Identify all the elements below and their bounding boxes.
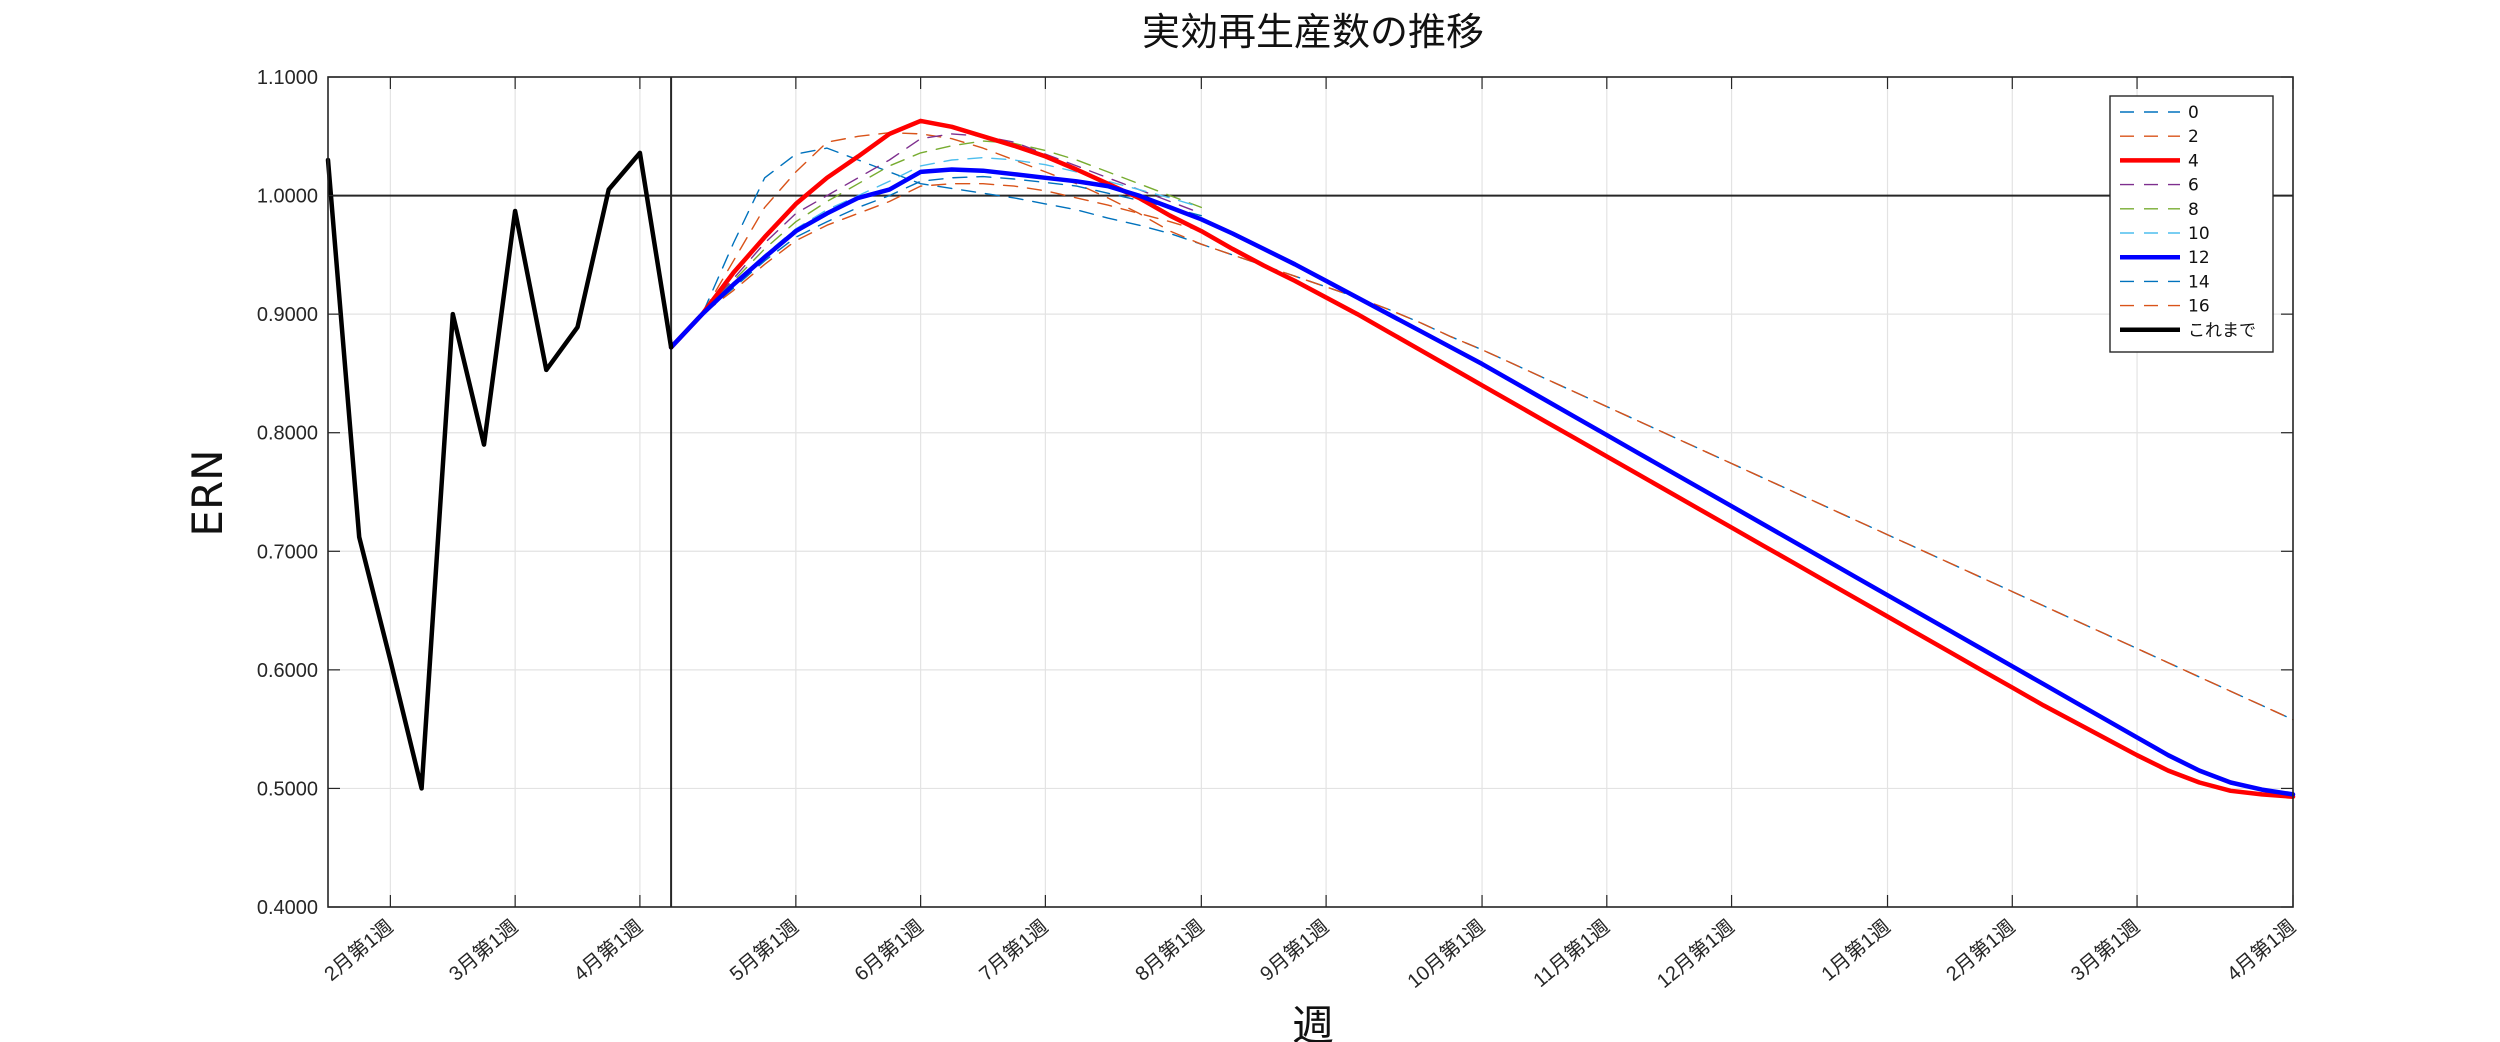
y-tick-labels: 0.4000 0.5000 0.6000 0.7000 0.8000 0.9000 1.00… (257, 67, 318, 919)
series-lines (325, 118, 2296, 799)
series-line-16 (670, 182, 1203, 348)
grid-lines (328, 76, 2294, 908)
y-tick-label: 0.9000 (257, 304, 318, 326)
x-tick-label: 9月第1週 (1256, 915, 1334, 985)
y-tick-label: 0.8000 (257, 423, 318, 445)
legend-label: 12 (2188, 248, 2210, 268)
x-tick-labels: 2月第1週 3月第1週 4月第1週 5月第1週 6月第1週 7月第1週 8月第1週 9月第1週… (320, 915, 2300, 993)
y-tick-label: 1.0000 (257, 186, 318, 208)
x-tick-label: 3月第1週 (445, 915, 523, 985)
x-tick-label: 2月第1週 (320, 915, 398, 985)
y-axis-label: ERN (183, 449, 232, 536)
x-tick-label: 8月第1週 (1131, 915, 1209, 985)
x-tick-label: 1月第1週 (1817, 915, 1895, 985)
x-tick-label: 4月第1週 (569, 915, 647, 985)
y-tick-label: 0.5000 (257, 778, 318, 800)
legend-label: 6 (2188, 176, 2199, 196)
legend-label: 2 (2188, 127, 2199, 147)
x-tick-label: 12月第1週 (1652, 915, 1738, 993)
series-line-12 (668, 167, 2296, 797)
series-line-6 (670, 133, 1203, 348)
legend-label: これまで (2188, 321, 2256, 341)
series-line-4 (668, 118, 2296, 799)
legend-label: 8 (2188, 200, 2199, 220)
legend-label: 10 (2188, 224, 2210, 244)
legend-label: 14 (2188, 272, 2210, 292)
series-line-0 (670, 147, 2294, 721)
x-tick-label: 11月第1週 (1529, 915, 1614, 992)
legend-label: 16 (2188, 297, 2210, 317)
plot-border (327, 76, 2294, 908)
y-tick-label: 0.6000 (257, 660, 318, 682)
series-line-これまで (325, 150, 674, 791)
x-tick-label: 6月第1週 (850, 915, 928, 985)
legend-label: 0 (2188, 103, 2199, 123)
x-tick-label: 7月第1週 (975, 915, 1053, 985)
series-line-8 (670, 140, 1203, 348)
legend-box (2109, 95, 2274, 353)
x-tick-label: 3月第1週 (2066, 915, 2144, 985)
plot-frame (327, 76, 2294, 908)
chart-title: 実効再生産数の推移 (1142, 10, 1484, 54)
legend: 0 2 4 6 8 10 12 14 16 これまで (2109, 95, 2274, 353)
x-tick-label: 5月第1週 (725, 915, 803, 985)
y-tick-label: 0.7000 (257, 541, 318, 563)
x-tick-label: 10月第1週 (1403, 915, 1489, 993)
reference-lines (328, 77, 2293, 907)
x-tick-label: 2月第1週 (1942, 915, 2020, 985)
legend-label: 4 (2188, 151, 2199, 171)
y-tick-label: 0.4000 (257, 897, 318, 919)
series-line-14 (670, 175, 1203, 348)
x-tick-label: 4月第1週 (2222, 915, 2300, 985)
y-tick-label: 1.1000 (257, 67, 318, 89)
x-axis-label: 週 (1292, 1001, 1334, 1042)
